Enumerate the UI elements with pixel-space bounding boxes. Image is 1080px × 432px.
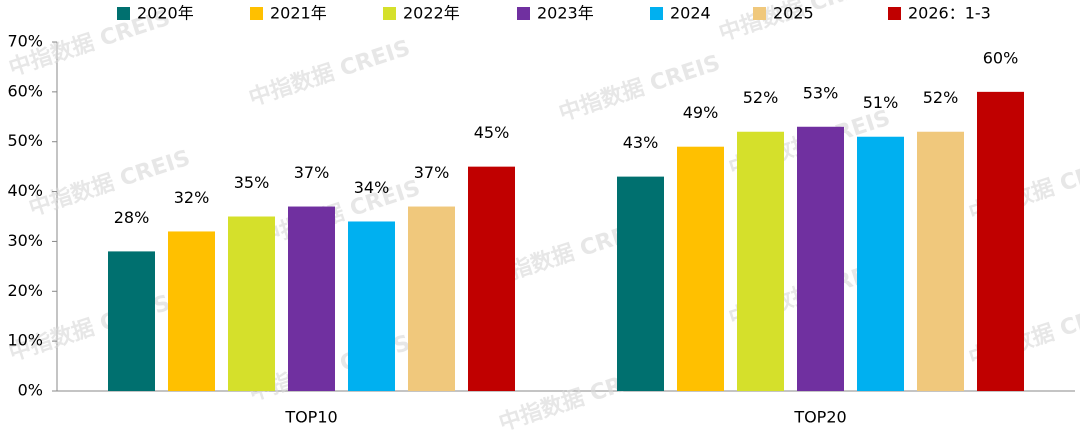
legend-swatch [650,7,663,20]
data-label: 52% [923,88,959,107]
x-tick-label: TOP10 [284,408,337,427]
data-label: 53% [803,83,839,102]
bar [168,231,215,391]
watermark: 中指数据 CREIS [246,35,414,112]
data-label: 51% [863,93,899,112]
y-tick-label: 30% [7,231,43,250]
y-tick-label: 40% [7,181,43,200]
bar [228,216,275,391]
legend-label: 2024 [670,4,711,23]
bar [468,166,515,391]
bar [108,251,155,391]
legend-label: 2022年 [403,4,460,23]
legend-swatch [888,7,901,20]
bar [348,221,395,391]
y-tick-label: 20% [7,281,43,300]
data-label: 34% [354,178,390,197]
data-label: 32% [174,188,210,207]
bar [917,131,964,391]
bar [408,206,455,391]
data-label: 35% [234,173,270,192]
data-label: 60% [983,48,1019,67]
y-tick-label: 50% [7,131,43,150]
legend-swatch [517,7,530,20]
bar [737,131,784,391]
y-tick-label: 10% [7,331,43,350]
y-tick-label: 60% [7,81,43,100]
data-label: 45% [474,123,510,142]
bar [797,126,844,391]
legend-label: 2025 [773,4,814,23]
legend-swatch [383,7,396,20]
legend-label: 2020年 [137,4,194,23]
legend-label: 2021年 [270,4,327,23]
data-label: 37% [294,163,330,182]
legend-swatch [753,7,766,20]
watermark: 中指数据 CREIS [256,175,424,252]
legend-label: 2023年 [537,4,594,23]
data-label: 43% [623,133,659,152]
bar [288,206,335,391]
y-tick-label: 70% [7,32,43,51]
bar [857,136,904,391]
y-tick-label: 0% [18,381,43,400]
data-label: 37% [414,163,450,182]
data-label: 52% [743,88,779,107]
bar [677,146,724,391]
x-tick-label: TOP20 [793,408,846,427]
data-label: 49% [683,103,719,122]
legend-swatch [250,7,263,20]
data-label: 28% [114,208,150,227]
bar [617,176,664,391]
legend-label: 2026：1-3 [908,4,991,23]
legend-swatch [117,7,130,20]
bar [977,91,1024,391]
watermark: 中指数据 CREIS [26,145,194,222]
